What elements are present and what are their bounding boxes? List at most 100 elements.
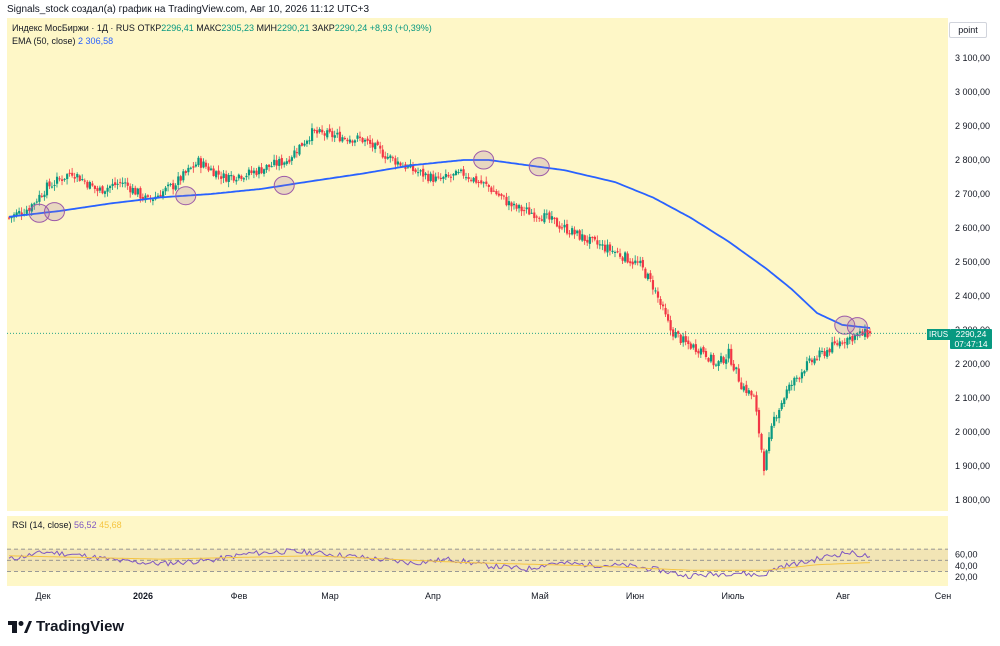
candle-body: [411, 165, 415, 172]
candle-body: [697, 350, 700, 354]
candle-body: [470, 179, 473, 181]
candle-body: [323, 133, 326, 136]
candle-body: [510, 202, 513, 207]
candle-body: [624, 252, 627, 262]
candle-body: [669, 320, 672, 331]
candle-body: [220, 176, 223, 179]
candle-body: [674, 332, 677, 338]
candle-body: [785, 389, 788, 399]
candle-body: [237, 174, 240, 179]
candle-body: [717, 361, 720, 367]
symbol-price-label: IRUS: [927, 329, 951, 340]
rsi-pane[interactable]: [7, 516, 948, 586]
candle-body: [331, 131, 334, 138]
candle-body: [374, 143, 377, 150]
candle-body: [651, 280, 655, 290]
candle-body: [444, 174, 448, 178]
scale-unit-button[interactable]: point: [949, 22, 987, 38]
candle-body: [361, 137, 364, 143]
ema-legend[interactable]: EMA (50, close) 2 306,58: [12, 36, 113, 46]
price-tick-label: 2 800,00: [955, 155, 990, 165]
candle-body: [240, 175, 243, 179]
price-pane[interactable]: [7, 18, 948, 511]
price-tick-label: 2 100,00: [955, 393, 990, 403]
candle-body: [730, 348, 733, 365]
candle-body: [232, 175, 235, 181]
candle-body: [626, 253, 629, 263]
candle-body: [179, 176, 182, 181]
candle-body: [528, 207, 531, 215]
candle-body: [465, 177, 468, 179]
ema-touch-circle: [846, 317, 868, 337]
ema-touch-circle: [28, 203, 50, 223]
time-axis[interactable]: [7, 586, 948, 606]
candle-body: [720, 356, 723, 363]
time-tick-label: 2026: [133, 591, 153, 601]
candle-body: [202, 161, 205, 168]
candle-body: [818, 350, 821, 358]
candle-body: [227, 174, 230, 183]
candle-body: [318, 129, 321, 133]
candle-body: [757, 410, 761, 434]
candle-body: [257, 167, 261, 175]
candle-body: [15, 212, 18, 216]
candle-body: [760, 433, 763, 450]
candle-body: [631, 261, 634, 265]
candle-body: [833, 341, 836, 344]
candle-body: [189, 167, 192, 169]
candle-body: [684, 336, 687, 343]
price-tick-label: 2 200,00: [955, 359, 990, 369]
candle-body: [391, 157, 394, 159]
candle-body: [437, 176, 440, 178]
candle-body: [366, 138, 369, 141]
candle-body: [667, 314, 670, 321]
candle-body: [386, 156, 389, 159]
candle-body: [194, 164, 198, 167]
tradingview-logo: TradingView: [8, 618, 124, 635]
candle-body: [96, 188, 99, 192]
candle-body: [770, 425, 773, 439]
candle-body: [35, 201, 38, 203]
candle-body: [639, 260, 642, 264]
candle-body: [88, 182, 91, 189]
candle-body: [76, 174, 79, 178]
price-scale[interactable]: [948, 18, 994, 586]
candle-body: [661, 304, 665, 307]
candle-body: [838, 341, 841, 347]
pane-separator[interactable]: [7, 511, 994, 516]
candle-body: [167, 184, 170, 187]
candle-body: [573, 229, 576, 235]
candle-body: [831, 342, 834, 353]
candle-body: [500, 194, 503, 196]
legend-close: 2290,24: [334, 23, 368, 33]
candle-body: [851, 336, 854, 342]
candle-body: [725, 359, 728, 364]
legend-close-label: ЗАКР: [312, 23, 335, 33]
candle-body: [278, 158, 281, 166]
ema-legend-value: 2 306,58: [78, 36, 114, 46]
candle-body: [333, 135, 336, 138]
candle-body: [341, 137, 344, 142]
rsi-legend[interactable]: RSI (14, close) 56,52 45,68: [12, 520, 122, 530]
price-tick-label: 2 700,00: [955, 189, 990, 199]
candle-body: [204, 162, 208, 167]
candle-body: [480, 180, 483, 184]
candle-body: [396, 161, 400, 165]
candle-body: [571, 228, 574, 235]
ema-touch-circle: [273, 175, 295, 195]
candle-body: [38, 194, 41, 202]
candle-body: [803, 371, 806, 374]
candle-body: [679, 334, 682, 343]
candle-body: [422, 168, 425, 177]
time-tick-label: Июн: [626, 591, 644, 601]
candle-body: [591, 237, 594, 239]
candle-body: [326, 130, 329, 138]
candle-body: [432, 174, 435, 183]
candle-body: [553, 217, 556, 219]
candle-body: [778, 409, 781, 419]
time-tick-label: Дек: [35, 591, 50, 601]
candle-body: [68, 172, 71, 174]
candle-body: [452, 173, 455, 176]
candle-body: [462, 169, 465, 176]
